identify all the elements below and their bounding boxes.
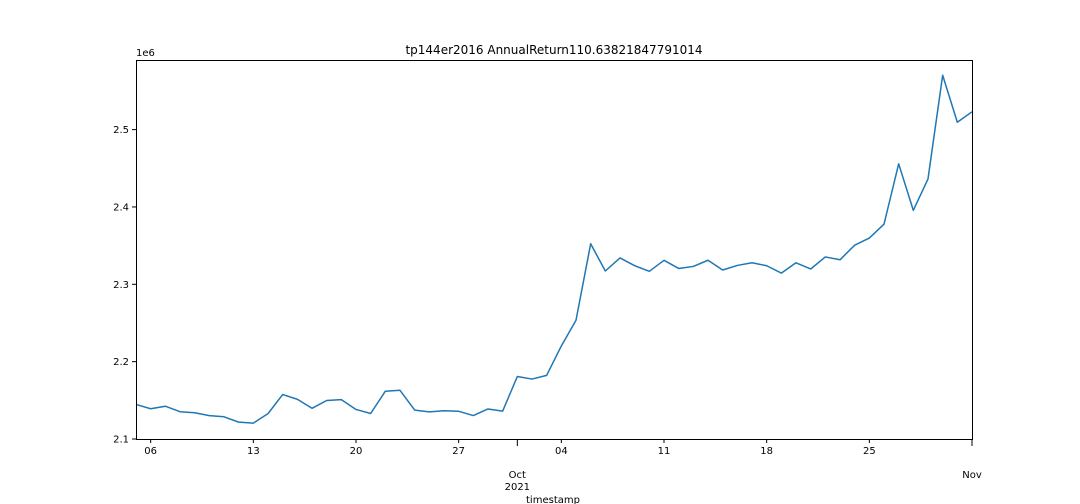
plot-area	[135, 74, 973, 424]
x-tick-label: 20	[350, 446, 363, 457]
x-tick-label: 27	[452, 446, 465, 457]
x-tick-label: 2021	[505, 482, 530, 493]
y-tick-label: 2.1	[113, 435, 129, 446]
y-axis: 2.1 2.2 2.3 2.4 2.5	[113, 125, 136, 446]
plot-frame	[136, 60, 973, 440]
chart-title: tp144er2016 AnnualReturn110.638218477910…	[405, 43, 702, 57]
x-tick-label: 25	[863, 446, 876, 457]
y-tick-label: 2.2	[113, 357, 129, 368]
y-tick-label: 2.3	[113, 280, 129, 291]
x-axis-label: timestamp	[526, 495, 580, 504]
y-tick-label: 2.5	[113, 125, 129, 136]
x-tick-label: 13	[247, 446, 260, 457]
y-axis-offset-label: 1e6	[136, 48, 155, 59]
series-line	[135, 74, 973, 424]
x-tick-label: 06	[144, 446, 157, 457]
x-tick-label: 18	[760, 446, 773, 457]
x-tick-label: Oct	[509, 470, 526, 481]
y-tick-label: 2.4	[113, 202, 129, 213]
x-tick-label: Nov	[962, 470, 982, 481]
x-tick-label: 11	[658, 446, 671, 457]
x-tick-label: 04	[555, 446, 568, 457]
